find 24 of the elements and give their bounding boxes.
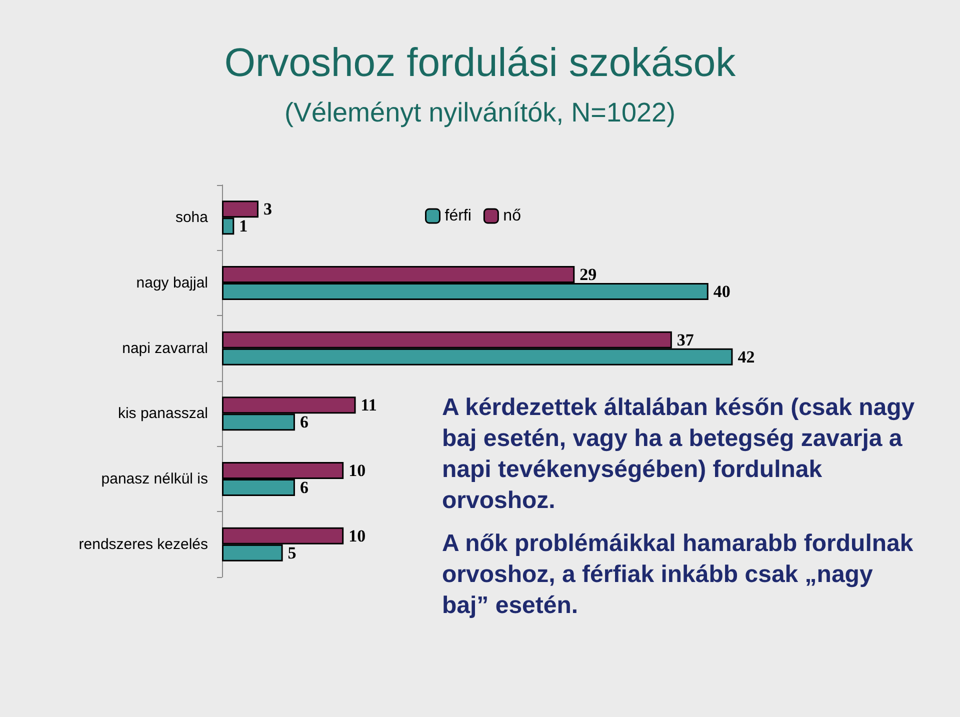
data-label: 10 [348,526,366,546]
data-label: 3 [263,200,272,219]
data-label: 40 [713,282,730,301]
data-label: 5 [288,543,296,562]
annotation: A kérdezettek általában későn (csak nagy baj esetén, vagy ha a betegség zavarja a napi tevékenységében) fordulnak orvoshoz. [442,393,916,516]
chart-subtitle: (Véleményt nyilvánítók, N=1022) [284,98,676,128]
y-tick-label: kis panasszal [118,405,208,422]
data-label: 42 [738,347,755,366]
data-label: 1 [239,216,248,236]
legend-label: nő [503,208,522,224]
y-tick-label: napi zavarral [122,340,208,357]
data-label: 10 [348,461,366,480]
data-label: 37 [676,330,694,350]
annotation: A nők problémáikkal hamarabb fordulnak orvoshoz, a férfiak inkább csak „nagy baj” esetén. [442,529,914,621]
chart-title: Orvoshoz fordulási szokások [224,41,737,85]
data-label: 29 [580,265,597,284]
legend-label: férfi [444,208,472,224]
y-tick-label: rendszeres kezelés [78,536,208,553]
y-tick-label: panasz nélkül is [101,470,208,488]
data-label: 6 [300,412,308,432]
data-label: 11 [360,396,377,415]
data-label: 6 [300,478,308,497]
y-tick-label: soha [175,209,209,226]
y-tick-label: nagy bajjal [136,274,208,292]
